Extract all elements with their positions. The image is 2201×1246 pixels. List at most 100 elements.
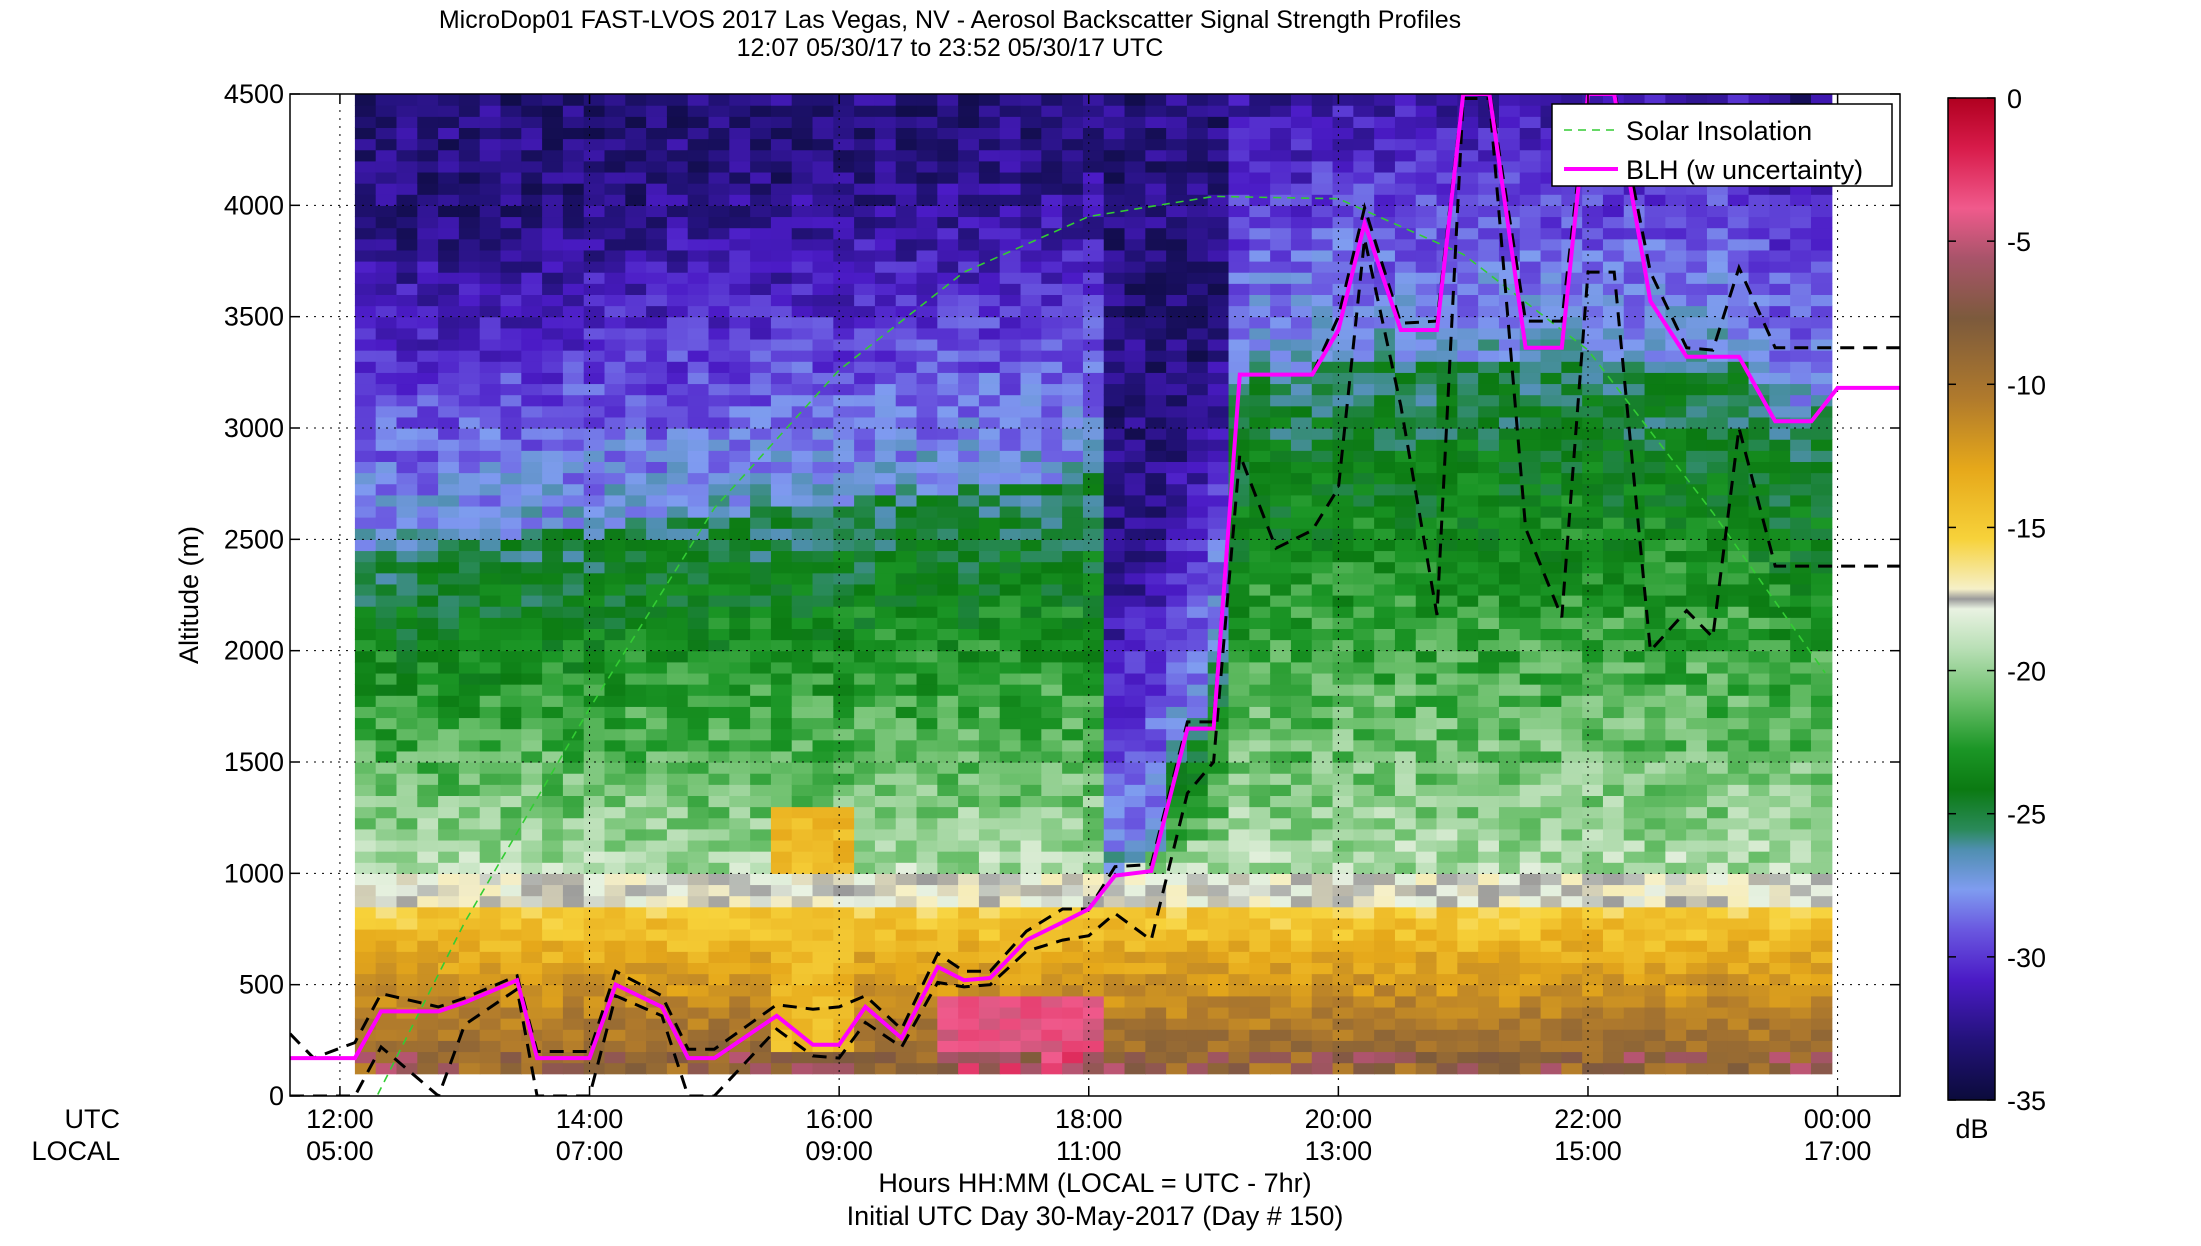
- heatmap-cell: [396, 305, 418, 318]
- heatmap-cell: [604, 650, 626, 663]
- heatmap-cell: [1082, 1029, 1105, 1041]
- heatmap-cell: [1082, 416, 1105, 429]
- heatmap-cell: [1041, 873, 1063, 886]
- heatmap-cell: [1311, 628, 1334, 641]
- heatmap-cell: [854, 661, 876, 674]
- heatmap-cell: [791, 839, 814, 852]
- heatmap-cell: [978, 227, 1001, 240]
- heatmap-cell: [1415, 439, 1438, 451]
- heatmap-cell: [1103, 684, 1126, 696]
- heatmap-cell: [1394, 405, 1417, 418]
- heatmap-cell: [1353, 1051, 1375, 1064]
- heatmap-cell: [604, 1018, 626, 1030]
- heatmap-cell: [1311, 817, 1334, 830]
- heatmap-cell: [1103, 316, 1126, 329]
- heatmap-cell: [1394, 795, 1417, 808]
- heatmap-cell: [1290, 917, 1313, 930]
- heatmap-cell: [1228, 962, 1250, 975]
- heatmap-cell: [1249, 261, 1271, 273]
- heatmap-cell: [458, 1029, 481, 1041]
- heatmap-cell: [562, 940, 585, 952]
- heatmap-cell: [1103, 550, 1126, 563]
- heatmap-cell: [1207, 539, 1230, 552]
- heatmap-cell: [375, 405, 398, 418]
- heatmap-cell: [1436, 316, 1458, 329]
- heatmap-cell: [1041, 305, 1063, 318]
- heatmap-cell: [874, 138, 897, 151]
- heatmap-cell: [438, 205, 460, 218]
- heatmap-cell: [1332, 505, 1354, 518]
- heatmap-cell: [937, 160, 959, 173]
- heatmap-cell: [1041, 361, 1063, 373]
- heatmap-cell: [1311, 394, 1334, 407]
- heatmap-cell: [1103, 606, 1126, 618]
- heatmap-cell: [666, 461, 689, 474]
- heatmap-cell: [1498, 249, 1521, 262]
- heatmap-cell: [417, 261, 439, 273]
- heatmap-cell: [687, 94, 710, 106]
- heatmap-cell: [417, 272, 439, 284]
- heatmap-cell: [625, 628, 647, 641]
- heatmap-cell: [1415, 595, 1438, 607]
- heatmap-cell: [1124, 539, 1146, 552]
- heatmap-cell: [521, 439, 543, 451]
- heatmap-cell: [1124, 249, 1146, 262]
- heatmap-cell: [1020, 895, 1042, 908]
- heatmap-cell: [1186, 305, 1209, 318]
- heatmap-cell: [1103, 105, 1126, 117]
- heatmap-cell: [1145, 750, 1167, 763]
- heatmap-cell: [1082, 138, 1105, 151]
- heatmap-cell: [417, 539, 439, 552]
- heatmap-cell: [1353, 517, 1375, 529]
- heatmap-cell: [895, 272, 918, 284]
- heatmap-cell: [1103, 1029, 1126, 1041]
- heatmap-cell: [687, 238, 710, 251]
- heatmap-cell: [479, 171, 502, 184]
- heatmap-cell: [542, 261, 564, 273]
- heatmap-cell: [542, 784, 564, 796]
- heatmap-cell: [542, 750, 564, 763]
- heatmap-cell: [978, 1006, 1001, 1019]
- heatmap-cell: [1249, 383, 1271, 396]
- heatmap-cell: [1394, 483, 1417, 496]
- heatmap-cell: [1498, 973, 1521, 986]
- heatmap-cell: [1041, 1040, 1063, 1053]
- heatmap-cell: [1207, 784, 1230, 796]
- heatmap-cell: [916, 127, 938, 140]
- heatmap-cell: [542, 773, 564, 785]
- heatmap-cell: [1124, 138, 1146, 151]
- heatmap-cell: [770, 951, 793, 963]
- heatmap-cell: [375, 906, 398, 919]
- heatmap-cell: [1020, 940, 1042, 952]
- heatmap-cell: [770, 817, 793, 830]
- heatmap-cell: [1478, 940, 1500, 952]
- heatmap-cell: [1353, 984, 1375, 997]
- heatmap-cell: [583, 405, 606, 418]
- heatmap-cell: [562, 183, 585, 195]
- heatmap-cell: [542, 617, 564, 629]
- heatmap-cell: [1145, 572, 1167, 585]
- heatmap-cell: [999, 517, 1022, 529]
- heatmap-cell: [708, 684, 730, 696]
- heatmap-cell: [1436, 895, 1458, 908]
- heatmap-cell: [583, 995, 606, 1008]
- heatmap-cell: [833, 873, 855, 886]
- heatmap-cell: [417, 1062, 439, 1075]
- heatmap-cell: [895, 873, 918, 886]
- heatmap-cell: [396, 194, 418, 206]
- heatmap-cell: [1145, 539, 1167, 552]
- heatmap-cell: [1145, 350, 1167, 362]
- heatmap-cell: [1082, 227, 1105, 240]
- heatmap-cell: [1290, 795, 1313, 808]
- heatmap-cell: [1020, 773, 1042, 785]
- heatmap-cell: [438, 283, 460, 295]
- heatmap-cell: [1186, 127, 1209, 140]
- heatmap-cell: [999, 249, 1022, 262]
- heatmap-cell: [1103, 294, 1126, 307]
- heatmap-cell: [874, 394, 897, 407]
- heatmap-cell: [1186, 606, 1209, 618]
- heatmap-cell: [1062, 851, 1084, 863]
- heatmap-cell: [625, 995, 647, 1008]
- heatmap-cell: [1124, 472, 1146, 485]
- heatmap-cell: [708, 873, 730, 886]
